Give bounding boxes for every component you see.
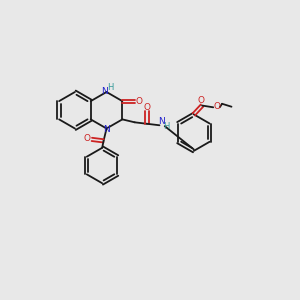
- Text: N: N: [103, 125, 110, 134]
- Text: N: N: [158, 117, 165, 126]
- Text: O: O: [84, 134, 91, 143]
- Text: H: H: [163, 122, 169, 130]
- Text: O: O: [198, 96, 205, 105]
- Text: O: O: [135, 97, 142, 106]
- Text: O: O: [214, 102, 221, 111]
- Text: O: O: [144, 103, 151, 112]
- Text: H: H: [107, 83, 114, 92]
- Text: N: N: [101, 88, 108, 97]
